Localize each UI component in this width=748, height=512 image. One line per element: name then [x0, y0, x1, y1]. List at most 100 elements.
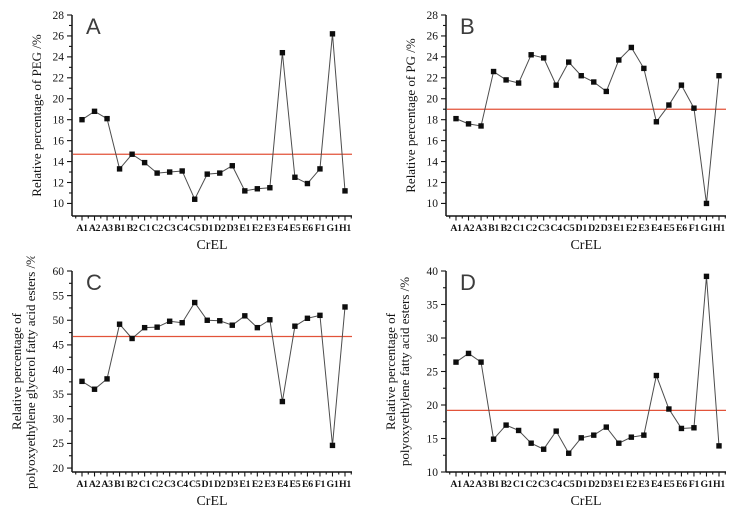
data-point-A1: [453, 359, 459, 365]
y-tick-label: 14: [53, 156, 65, 168]
x-tick-labels: A1 A2 A3 B1 B2 C1 C2 C3 C4 C5 D1 D2 D3 E1 E2 E3 E4 E5 E6 F1…: [76, 223, 351, 234]
y-tick-label: 60: [53, 266, 65, 278]
x-tick-label: C4: [551, 479, 563, 490]
y-tick-label: 15: [427, 433, 439, 445]
x-tick-label: E3: [264, 479, 275, 490]
data-point-C1: [141, 324, 148, 331]
x-tick-label: D3: [601, 223, 613, 234]
x-tick-label: C5: [563, 223, 575, 234]
data-point-D1: [204, 317, 210, 323]
x-axis-label: CrEL: [196, 494, 227, 509]
y-tick-label: 14: [427, 156, 439, 168]
data-point-E4: [653, 119, 660, 125]
x-tick-label: D2: [214, 479, 226, 490]
x-tick-label: F1: [315, 479, 326, 490]
y-tick-labels: 10 12 14 16 18 20 22 24 26 28: [427, 10, 439, 210]
y-tick-label: 20: [53, 94, 65, 106]
x-tick-label: F1: [315, 223, 326, 234]
y-tick-label: 10: [53, 198, 65, 210]
y-ticks: [67, 14, 72, 204]
x-tick-label: E2: [252, 223, 263, 234]
y-ticks: [67, 270, 72, 469]
y-tick-label: 16: [427, 135, 439, 147]
y-tick-label: 25: [53, 438, 65, 450]
data-point-A3: [478, 359, 484, 365]
data-point-B2: [129, 335, 135, 342]
x-tick-label: C5: [189, 223, 201, 234]
x-tick-label: E4: [651, 223, 662, 234]
x-tick-label: B2: [501, 223, 512, 234]
data-point-A3: [104, 115, 110, 122]
data-point-A2: [465, 121, 472, 127]
y-tick-label: 10: [427, 198, 439, 210]
data-point-C5: [192, 299, 198, 306]
x-tick-label: D3: [227, 223, 239, 234]
data-point-C1: [515, 80, 522, 86]
data-point-F1: [317, 166, 323, 172]
x-tick-label: E1: [613, 223, 624, 234]
data-point-B1: [490, 436, 497, 442]
data-point-D3: [229, 163, 235, 169]
x-tick-label: C3: [538, 223, 550, 234]
y-tick-label: 16: [53, 135, 65, 147]
x-tick-label: E4: [277, 479, 288, 490]
x-tick-label: A1: [450, 479, 462, 490]
data-point-D2: [217, 170, 223, 176]
y-tick-label: 50: [53, 315, 65, 327]
x-tick-labels: A1 A2 A3 B1 B2 C1 C2 C3 C4 C5 D1 D2 D3 E1 E2 E3 E4 E5 E6 F1…: [450, 223, 725, 234]
x-tick-label: H1: [713, 223, 725, 234]
data-point-E2: [254, 324, 261, 331]
y-tick-label: 35: [427, 299, 439, 311]
x-tick-label: C4: [551, 223, 563, 234]
data-point-G1: [703, 273, 710, 280]
x-tick-label: E6: [302, 223, 313, 234]
axes: [71, 271, 352, 473]
data-point-E2: [628, 44, 635, 51]
x-tick-label: C1: [139, 223, 151, 234]
data-point-B2: [503, 422, 509, 428]
x-tick-label: C1: [513, 479, 525, 490]
y-tick-labels: 10 12 14 16 18 20 22 24 26 28: [53, 10, 65, 210]
x-tick-label: E5: [289, 479, 300, 490]
y-ticks: [441, 270, 446, 473]
x-tick-label: H1: [339, 479, 351, 490]
y-tick-label: 26: [53, 31, 65, 43]
y-tick-label: 20: [427, 400, 439, 412]
data-point-D3: [229, 322, 235, 328]
x-tick-label: B2: [127, 479, 138, 490]
data-points: [79, 299, 348, 449]
data-point-G1: [329, 442, 336, 449]
panel-letter: A: [86, 14, 101, 39]
data-point-E5: [292, 323, 298, 329]
data-point-C2: [528, 440, 534, 446]
data-point-E6: [678, 82, 685, 88]
x-tick-label: D1: [202, 479, 214, 490]
x-ticks: [75, 216, 352, 221]
x-tick-label: E3: [264, 223, 275, 234]
data-point-C1: [515, 427, 522, 434]
x-tick-label: E5: [663, 479, 674, 490]
data-point-E1: [242, 188, 248, 194]
x-tick-label: C2: [151, 223, 163, 234]
y-tick-label: 24: [53, 52, 65, 64]
x-tick-label: E6: [302, 479, 313, 490]
x-tick-label: E1: [613, 479, 624, 490]
x-tick-label: G1: [327, 479, 339, 490]
data-point-E5: [292, 174, 298, 180]
x-tick-label: D1: [202, 223, 214, 234]
data-point-D3: [603, 424, 609, 430]
x-tick-label: G1: [701, 479, 713, 490]
data-point-C3: [540, 55, 547, 61]
x-tick-label: A1: [76, 479, 88, 490]
data-point-C1: [141, 159, 148, 166]
x-tick-label: C4: [177, 479, 189, 490]
panel-C: 20 25 30 35 40 45 50 55 60 A1 A2 A3 B1 B2 C1 C2 C3 C4 C5 D1…: [0, 256, 374, 512]
data-point-C5: [566, 450, 572, 456]
x-tick-label: D1: [576, 479, 588, 490]
x-tick-label: C2: [525, 479, 537, 490]
data-point-H1: [716, 443, 722, 449]
x-tick-label: E4: [277, 223, 288, 234]
y-tick-label: 22: [427, 73, 439, 85]
y-axis-label: Relative percentage of: [383, 312, 398, 430]
